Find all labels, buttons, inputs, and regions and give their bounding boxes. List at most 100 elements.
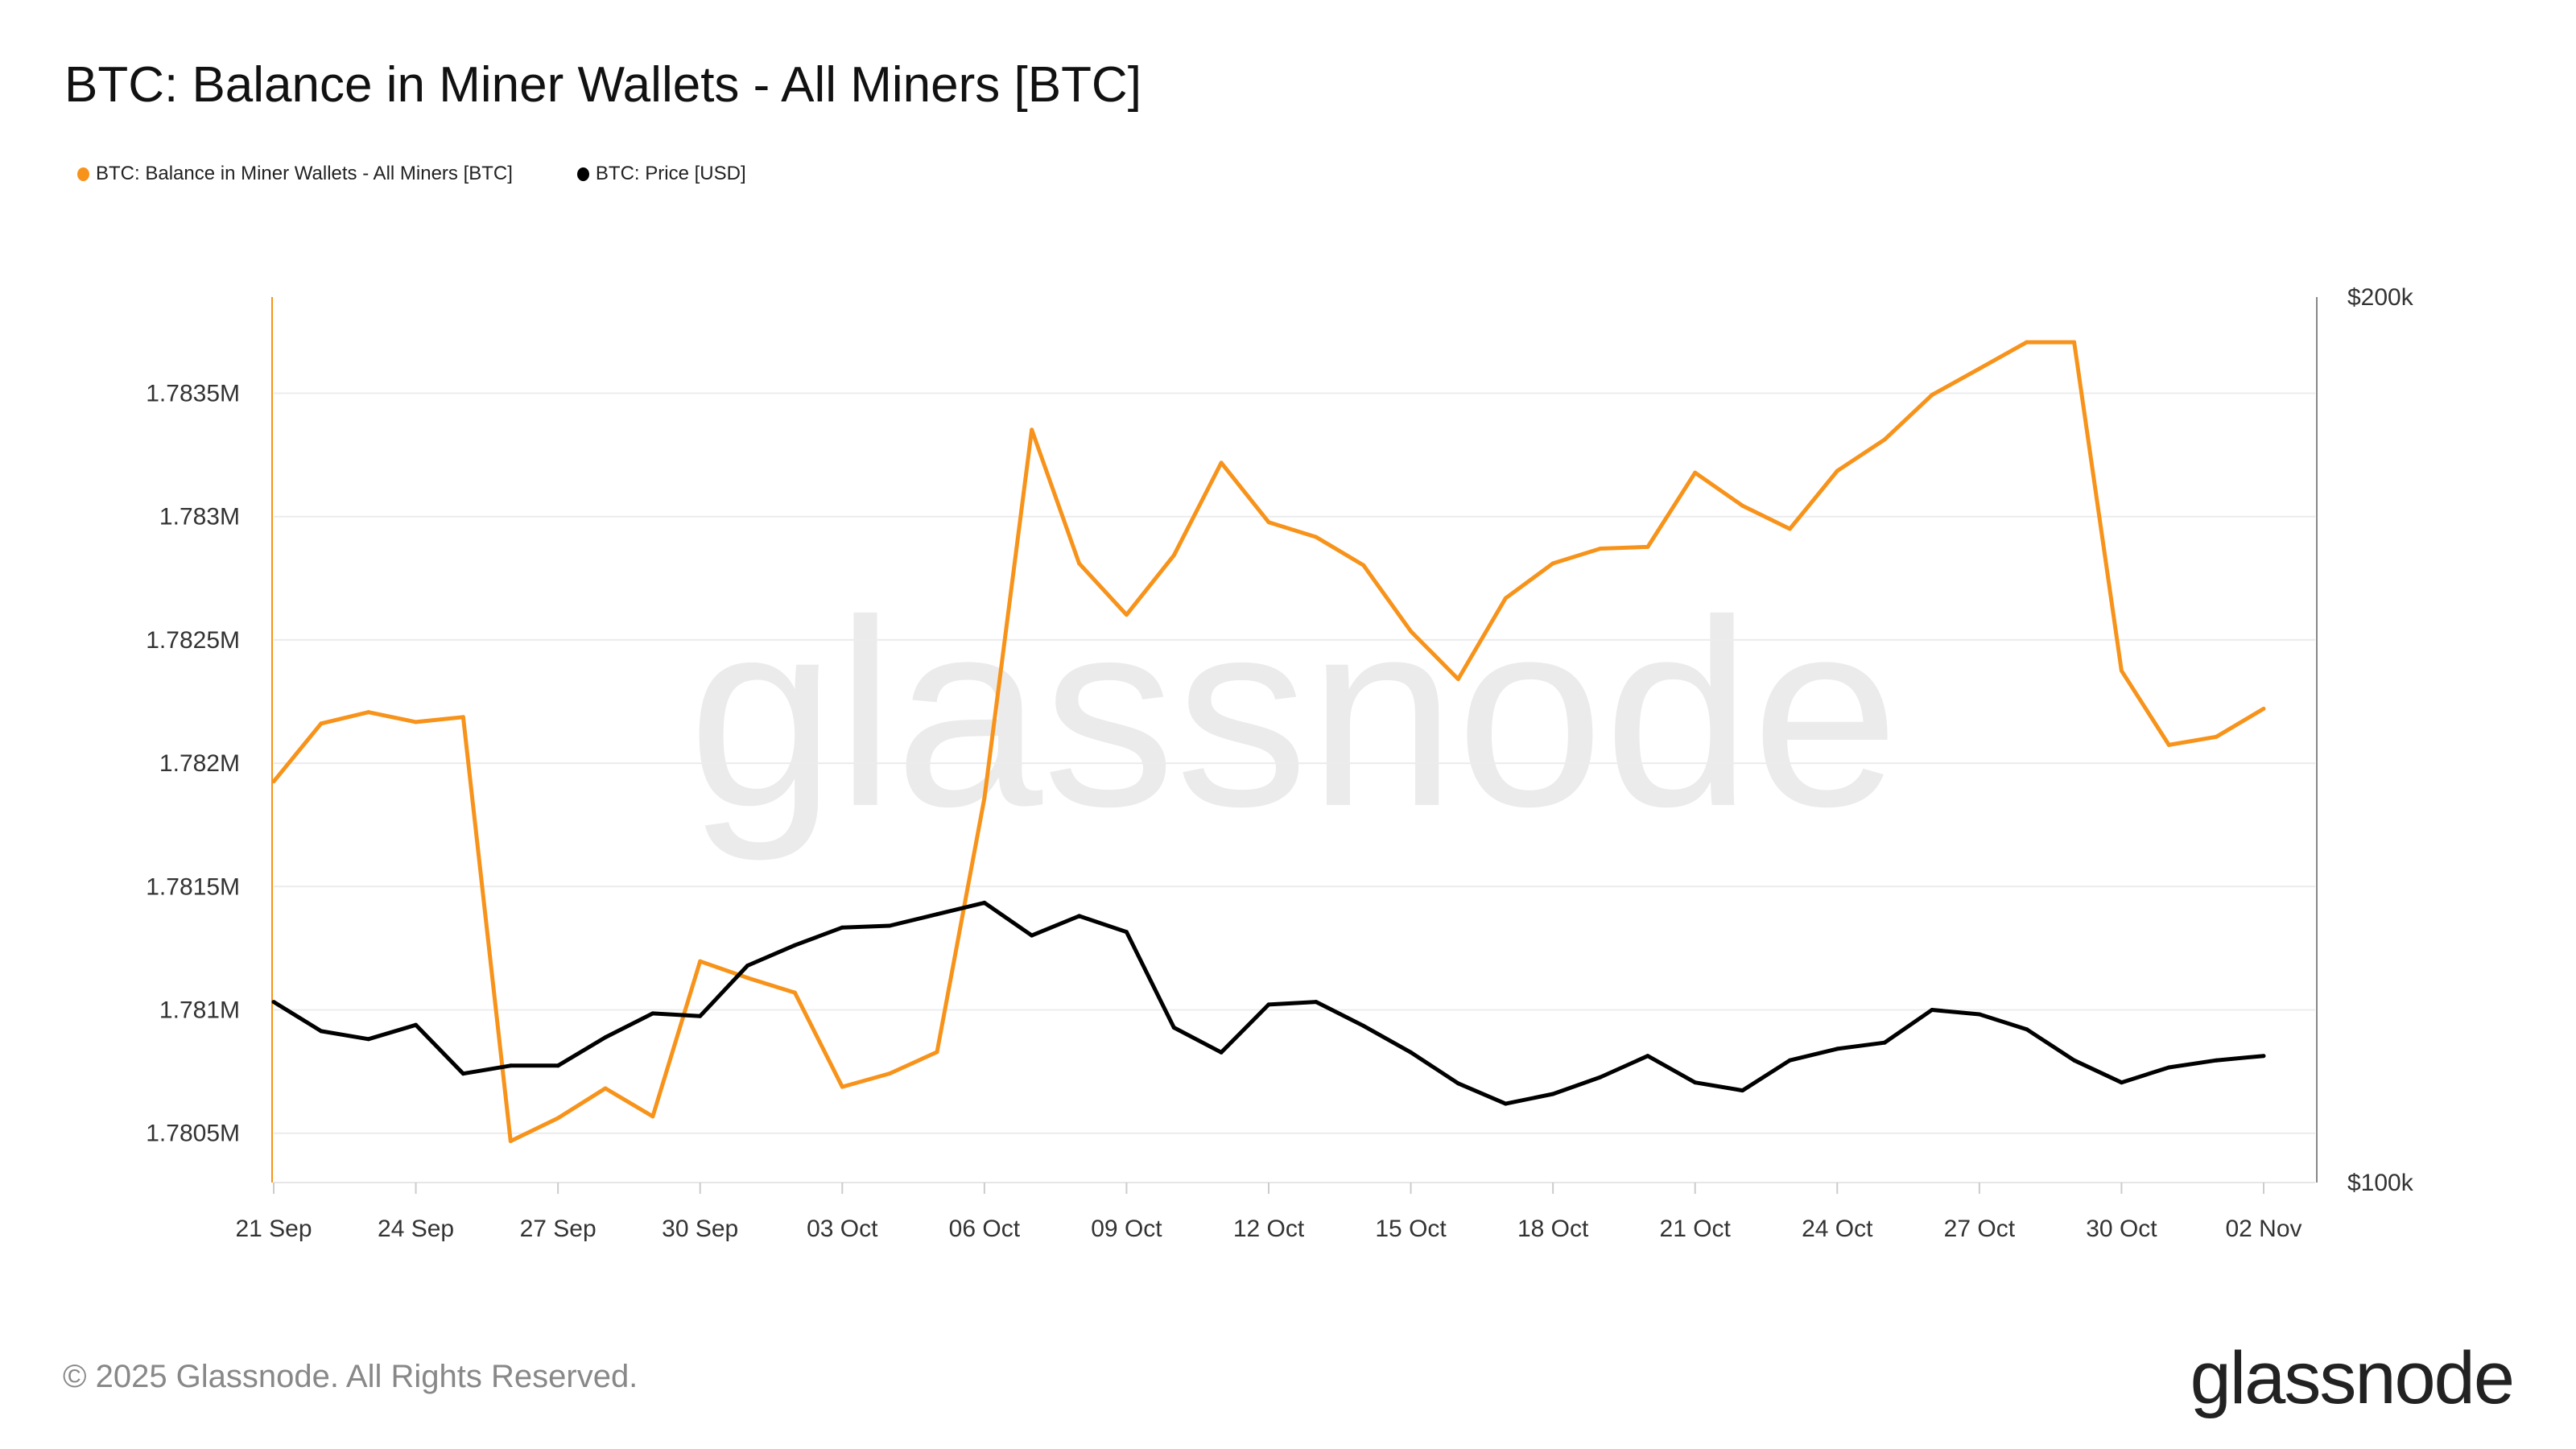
data-point-balance xyxy=(2119,668,2124,673)
data-point-balance xyxy=(1882,437,1887,442)
data-point-balance xyxy=(1598,547,1603,551)
data-point-balance xyxy=(414,720,419,724)
y-left-tick-label: 1.7835M xyxy=(146,380,240,407)
data-point-price xyxy=(1030,933,1034,938)
data-point-balance xyxy=(2214,734,2219,739)
data-point-price xyxy=(935,912,939,917)
data-point-price xyxy=(2261,1054,2266,1059)
data-point-price xyxy=(2166,1065,2171,1070)
data-point-price xyxy=(1455,1081,1460,1086)
legend-label: BTC: Balance in Miner Wallets - All Mine… xyxy=(96,163,513,184)
data-point-balance xyxy=(319,721,324,726)
data-point-price xyxy=(1077,914,1082,919)
data-point-price xyxy=(1124,930,1129,935)
y-left-tick-label: 1.781M xyxy=(159,997,240,1024)
data-point-price xyxy=(698,1013,703,1018)
data-point-balance xyxy=(366,710,371,715)
x-tick-label: 12 Oct xyxy=(1233,1216,1305,1242)
data-point-price xyxy=(1550,1092,1555,1096)
data-point-balance xyxy=(1930,393,1934,398)
data-point-price xyxy=(1219,1050,1224,1055)
data-point-price xyxy=(745,964,750,968)
x-tick-label: 02 Nov xyxy=(2225,1216,2301,1242)
data-point-price xyxy=(460,1071,465,1076)
data-point-balance xyxy=(1219,460,1224,465)
data-point-price xyxy=(1693,1080,1698,1085)
data-point-price xyxy=(887,923,892,928)
data-point-balance xyxy=(887,1071,892,1076)
x-tick-label: 27 Sep xyxy=(520,1216,597,1242)
data-point-balance xyxy=(1314,535,1319,539)
data-point-balance xyxy=(1361,563,1366,568)
data-point-price xyxy=(1598,1075,1603,1080)
data-point-balance xyxy=(1503,596,1508,601)
data-point-balance xyxy=(2025,340,2029,345)
data-point-balance xyxy=(1409,629,1414,634)
data-point-balance xyxy=(935,1050,939,1055)
data-point-balance xyxy=(982,795,987,800)
data-point-price xyxy=(603,1035,608,1040)
y-right-tick-label: $100k xyxy=(2347,1170,2414,1196)
copyright-footer: © 2025 Glassnode. All Rights Reserved. xyxy=(63,1359,638,1394)
data-point-price xyxy=(555,1063,560,1068)
data-point-balance xyxy=(2166,742,2171,747)
legend-label: BTC: Price [USD] xyxy=(595,163,746,184)
data-point-balance xyxy=(745,976,750,980)
y-left-tick-label: 1.7825M xyxy=(146,627,240,654)
y-left-tick-label: 1.7815M xyxy=(146,873,240,900)
x-tick-label: 15 Oct xyxy=(1375,1216,1447,1242)
x-tick-label: 06 Oct xyxy=(949,1216,1021,1242)
chart-title: BTC: Balance in Miner Wallets - All Mine… xyxy=(64,57,1141,113)
data-point-balance xyxy=(555,1116,560,1121)
x-tick-label: 21 Oct xyxy=(1660,1216,1732,1242)
data-point-balance xyxy=(1124,613,1129,617)
data-point-balance xyxy=(1550,561,1555,566)
data-point-balance xyxy=(1455,677,1460,682)
data-point-balance xyxy=(1977,366,1982,371)
legend: BTC: Balance in Miner Wallets - All Mine… xyxy=(77,163,746,185)
legend-item-price[interactable]: BTC: Price [USD] xyxy=(576,163,746,185)
legend-dot-orange-icon xyxy=(77,167,89,181)
data-point-price xyxy=(840,925,844,930)
data-point-price xyxy=(1930,1008,1934,1012)
y-left-tick-label: 1.783M xyxy=(159,504,240,530)
data-point-price xyxy=(366,1037,371,1042)
x-tick-label: 30 Sep xyxy=(662,1216,738,1242)
data-point-price xyxy=(2214,1058,2219,1063)
y-right-tick-label: $200k xyxy=(2347,284,2414,311)
data-point-price xyxy=(1361,1023,1366,1028)
x-tick-label: 27 Oct xyxy=(1944,1216,2016,1242)
data-point-balance xyxy=(460,715,465,720)
x-tick-label: 24 Oct xyxy=(1802,1216,1873,1242)
data-point-balance xyxy=(1835,469,1839,473)
data-point-balance xyxy=(1693,470,1698,475)
data-point-price xyxy=(982,900,987,905)
x-tick-label: 18 Oct xyxy=(1517,1216,1589,1242)
data-point-price xyxy=(1787,1058,1792,1063)
data-point-price xyxy=(508,1063,513,1068)
y-left-tick-label: 1.782M xyxy=(159,750,240,777)
data-point-price xyxy=(319,1029,324,1034)
data-point-balance xyxy=(1787,526,1792,531)
data-point-balance xyxy=(1171,553,1176,558)
watermark: glassnode xyxy=(688,564,1900,863)
data-point-balance xyxy=(508,1139,513,1144)
data-point-price xyxy=(414,1022,419,1027)
data-point-price xyxy=(271,1000,276,1005)
x-tick-label: 21 Sep xyxy=(235,1216,312,1242)
data-point-price xyxy=(1645,1054,1650,1059)
data-point-price xyxy=(1503,1101,1508,1106)
data-point-price xyxy=(2119,1080,2124,1085)
y-left-tick-label: 1.7805M xyxy=(146,1121,240,1147)
data-point-balance xyxy=(2261,706,2266,711)
data-point-balance xyxy=(840,1084,844,1089)
data-point-balance xyxy=(650,1114,655,1119)
data-point-balance xyxy=(1077,561,1082,566)
x-tick-label: 03 Oct xyxy=(807,1216,878,1242)
data-point-balance xyxy=(1740,503,1745,508)
data-point-balance xyxy=(1266,520,1271,525)
legend-item-balance[interactable]: BTC: Balance in Miner Wallets - All Mine… xyxy=(77,163,513,185)
data-point-balance xyxy=(2072,340,2077,345)
data-point-balance xyxy=(1030,427,1034,432)
